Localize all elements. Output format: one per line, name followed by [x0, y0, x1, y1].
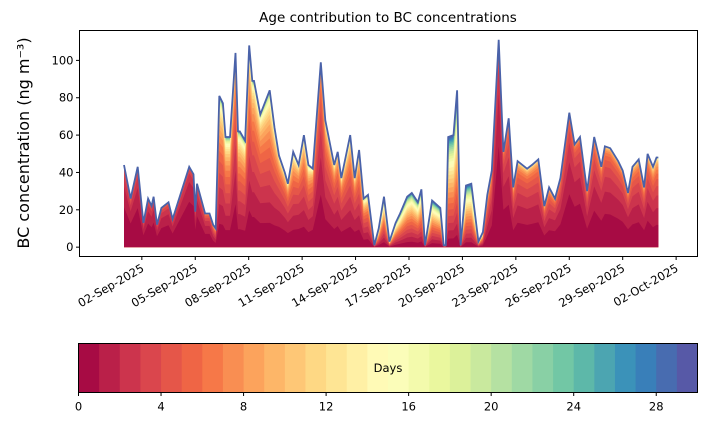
colorbar-bin-18	[449, 343, 472, 393]
colorbar-bin-6	[202, 343, 224, 393]
y-tick-label: 40	[59, 165, 74, 179]
colorbar-bin-15	[388, 343, 410, 393]
chart-title: Age contribution to BC concentrations	[259, 10, 517, 26]
colorbar-tick-label: 0	[75, 400, 82, 414]
colorbar-bin-0	[78, 343, 100, 393]
age-layer-1	[124, 94, 659, 248]
colorbar-tick-label: 8	[240, 400, 247, 414]
colorbar-label: Days	[374, 361, 403, 375]
colorbar-tick-label: 24	[566, 400, 581, 414]
colorbar-tick-label: 28	[649, 400, 664, 414]
colorbar-bin-1	[99, 343, 121, 393]
y-tick-label: 0	[66, 240, 73, 254]
y-tick-label: 60	[59, 128, 74, 142]
colorbar-bin-23	[553, 343, 575, 393]
colorbar-bin-11	[305, 343, 327, 393]
colorbar-tick-label: 20	[484, 400, 499, 414]
stacked-age-layers	[123, 39, 659, 248]
colorbar-bin-25	[594, 343, 616, 393]
colorbar-bin-13	[346, 343, 368, 393]
colorbar-bin-14	[367, 343, 389, 393]
colorbar-bin-8	[243, 343, 265, 393]
colorbar-bin-17	[429, 343, 451, 393]
colorbar-frame	[78, 343, 698, 393]
colorbar-tick-label: 4	[157, 400, 164, 414]
colorbar-bin-3	[140, 343, 162, 393]
plot-frame	[79, 30, 698, 257]
colorbar-bin-22	[532, 343, 554, 393]
colorbar-bin-28	[656, 343, 678, 393]
colorbar-bin-19	[470, 343, 492, 393]
colorbar-bin-9	[264, 343, 286, 393]
colorbar-tick-label: 12	[319, 400, 334, 414]
colorbar-bin-2	[119, 343, 141, 393]
colorbar-bin-29	[676, 343, 698, 393]
colorbar-bin-4	[161, 343, 183, 393]
colorbar-bin-10	[284, 343, 306, 393]
colorbar-bin-16	[408, 343, 430, 393]
age-layer-0	[124, 146, 659, 248]
colorbar-bin-24	[573, 343, 595, 393]
colorbar-bin-21	[511, 343, 533, 393]
colorbar-bin-12	[326, 343, 348, 393]
colorbar-bin-5	[181, 343, 203, 393]
colorbar-bin-7	[222, 343, 245, 393]
y-tick-label: 100	[52, 53, 74, 67]
colorbar-tick-label: 16	[401, 400, 416, 414]
y-tick-label: 20	[59, 203, 74, 217]
y-tick-label: 80	[59, 91, 74, 105]
colorbar-bin-27	[635, 343, 657, 393]
total-series-line	[123, 39, 659, 247]
y-axis-label: BC concentration (ng m⁻³)	[14, 37, 33, 248]
colorbar-bin-20	[491, 343, 513, 393]
colorbar: 0 4 8 12 16 20 24 28	[75, 343, 698, 414]
colorbar-bin-26	[614, 343, 637, 393]
